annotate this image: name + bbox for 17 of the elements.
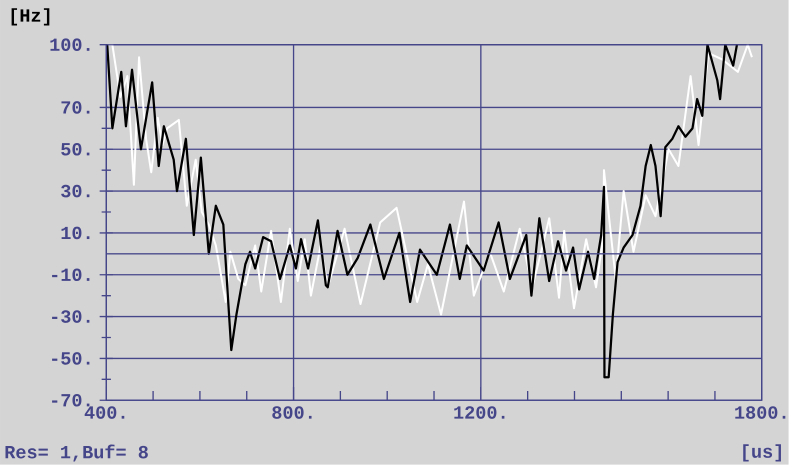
y-tick-label: 100. xyxy=(50,38,90,52)
x-tick-label: 400. xyxy=(84,406,124,419)
y-axis-title: [Hz] xyxy=(12,8,50,26)
x-tick-label: 800. xyxy=(272,406,312,419)
y-tick-label: -50. xyxy=(52,352,90,365)
x-tick-label: 1800. xyxy=(735,406,786,419)
y-tick-label: 70. xyxy=(61,101,90,114)
text: Res= 1,Buf= 8 xyxy=(5,444,148,462)
x-axis-title: [us] xyxy=(743,444,781,462)
y-tick-label: 30. xyxy=(61,184,90,198)
x-tick-label: 1200. xyxy=(454,406,504,419)
y-tick-label: 10. xyxy=(62,226,90,240)
line-series xyxy=(106,44,738,378)
y-tick-label: 50. xyxy=(61,143,90,156)
y-tick-label: -10. xyxy=(52,268,90,282)
y-tick-label: -30. xyxy=(52,310,90,323)
y-tick-label: -70. xyxy=(52,394,90,407)
